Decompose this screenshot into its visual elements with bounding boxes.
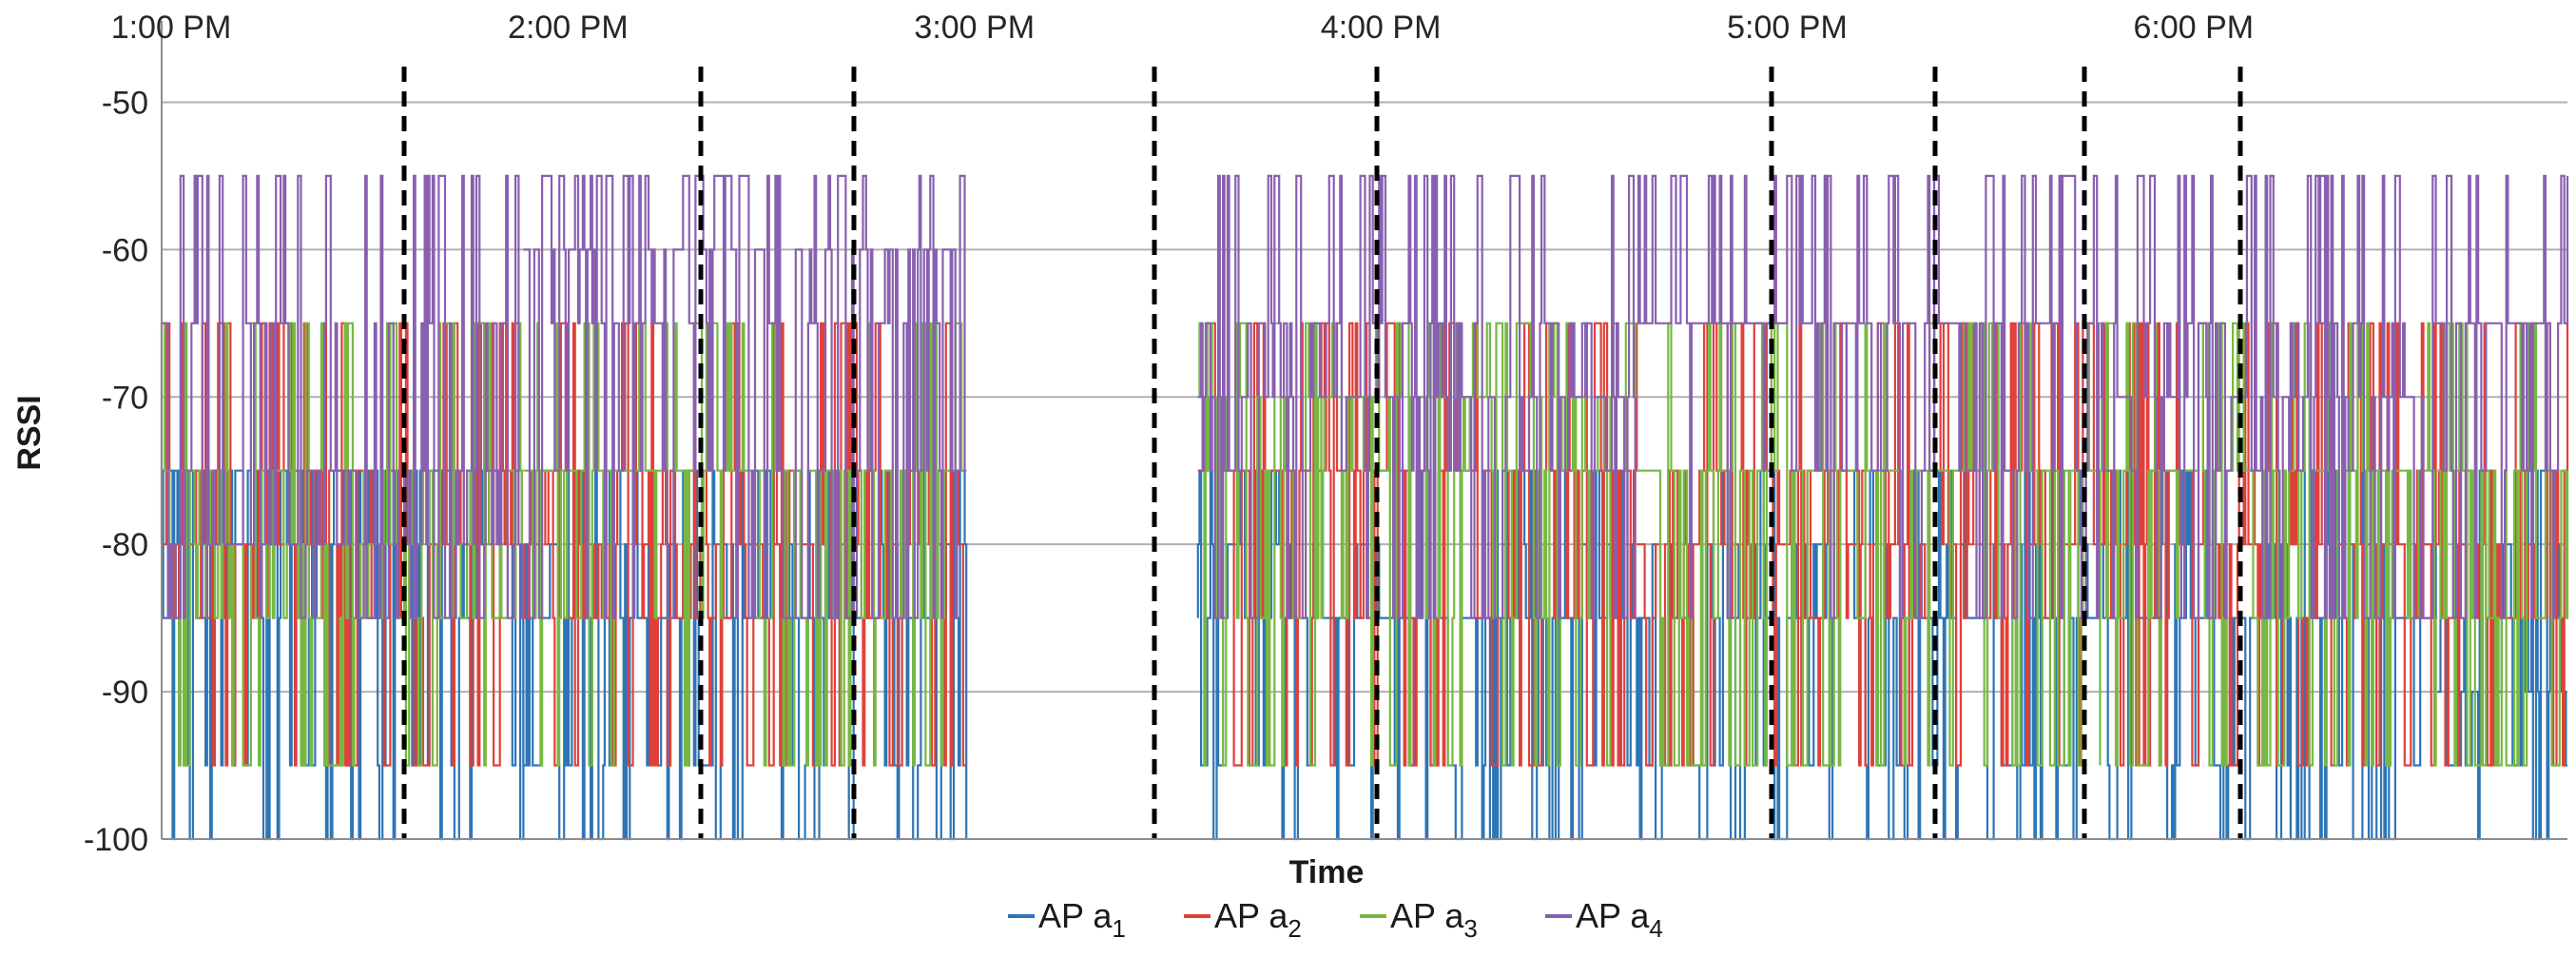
y-tick-label: -100: [84, 822, 148, 858]
legend-item-ap-a3: AP a3: [1360, 896, 1478, 943]
y-tick-label: -80: [102, 527, 148, 563]
series-lines: [160, 174, 2569, 841]
x-tick-label: 2:00 PM: [508, 10, 629, 46]
x-tick-label: 6:00 PM: [2134, 10, 2255, 46]
series-line-ap-a4: [160, 174, 525, 619]
legend-label: AP a2: [1214, 896, 1302, 943]
x-tick-label: 1:00 PM: [111, 10, 232, 46]
series-line-ap-a3: [1637, 322, 1869, 767]
y-axis-title: RSSI: [11, 395, 48, 470]
series-line-ap-a4: [1637, 174, 1869, 619]
series-line-ap-a3: [1868, 322, 2101, 767]
y-tick-label: -70: [102, 380, 148, 416]
series-line-ap-a4: [523, 174, 967, 619]
legend: AP a1 AP a2 AP a3 AP a4: [1008, 896, 1663, 943]
x-axis-title: Time: [1289, 854, 1365, 890]
legend-label: AP a3: [1390, 896, 1478, 943]
series-line-ap-a4: [1868, 174, 2101, 619]
legend-item-ap-a4: AP a4: [1545, 896, 1663, 943]
axes: [161, 21, 2567, 840]
series-line-ap-a4: [1197, 174, 1637, 619]
series-line-ap-a4: [2437, 174, 2569, 619]
legend-label: AP a4: [1576, 896, 1663, 943]
y-tick-label: -50: [102, 85, 148, 121]
series-line-ap-a4: [2100, 174, 2438, 619]
series-line-ap-a3: [160, 322, 524, 767]
boundary-lines: [401, 67, 2243, 839]
y-tick-label: -90: [102, 675, 148, 711]
series-line-ap-a2: [523, 322, 967, 767]
x-tick-label: 3:00 PM: [914, 10, 1035, 46]
x-tick-label: 5:00 PM: [1727, 10, 1848, 46]
x-tick-label: 4:00 PM: [1321, 10, 1442, 46]
series-line-ap-a3: [2100, 322, 2438, 767]
legend-label: AP a1: [1038, 896, 1126, 943]
legend-item-ap-a1: AP a1: [1008, 896, 1126, 943]
y-tick-label: -60: [102, 232, 148, 268]
legend-item-ap-a2: AP a2: [1184, 896, 1302, 943]
